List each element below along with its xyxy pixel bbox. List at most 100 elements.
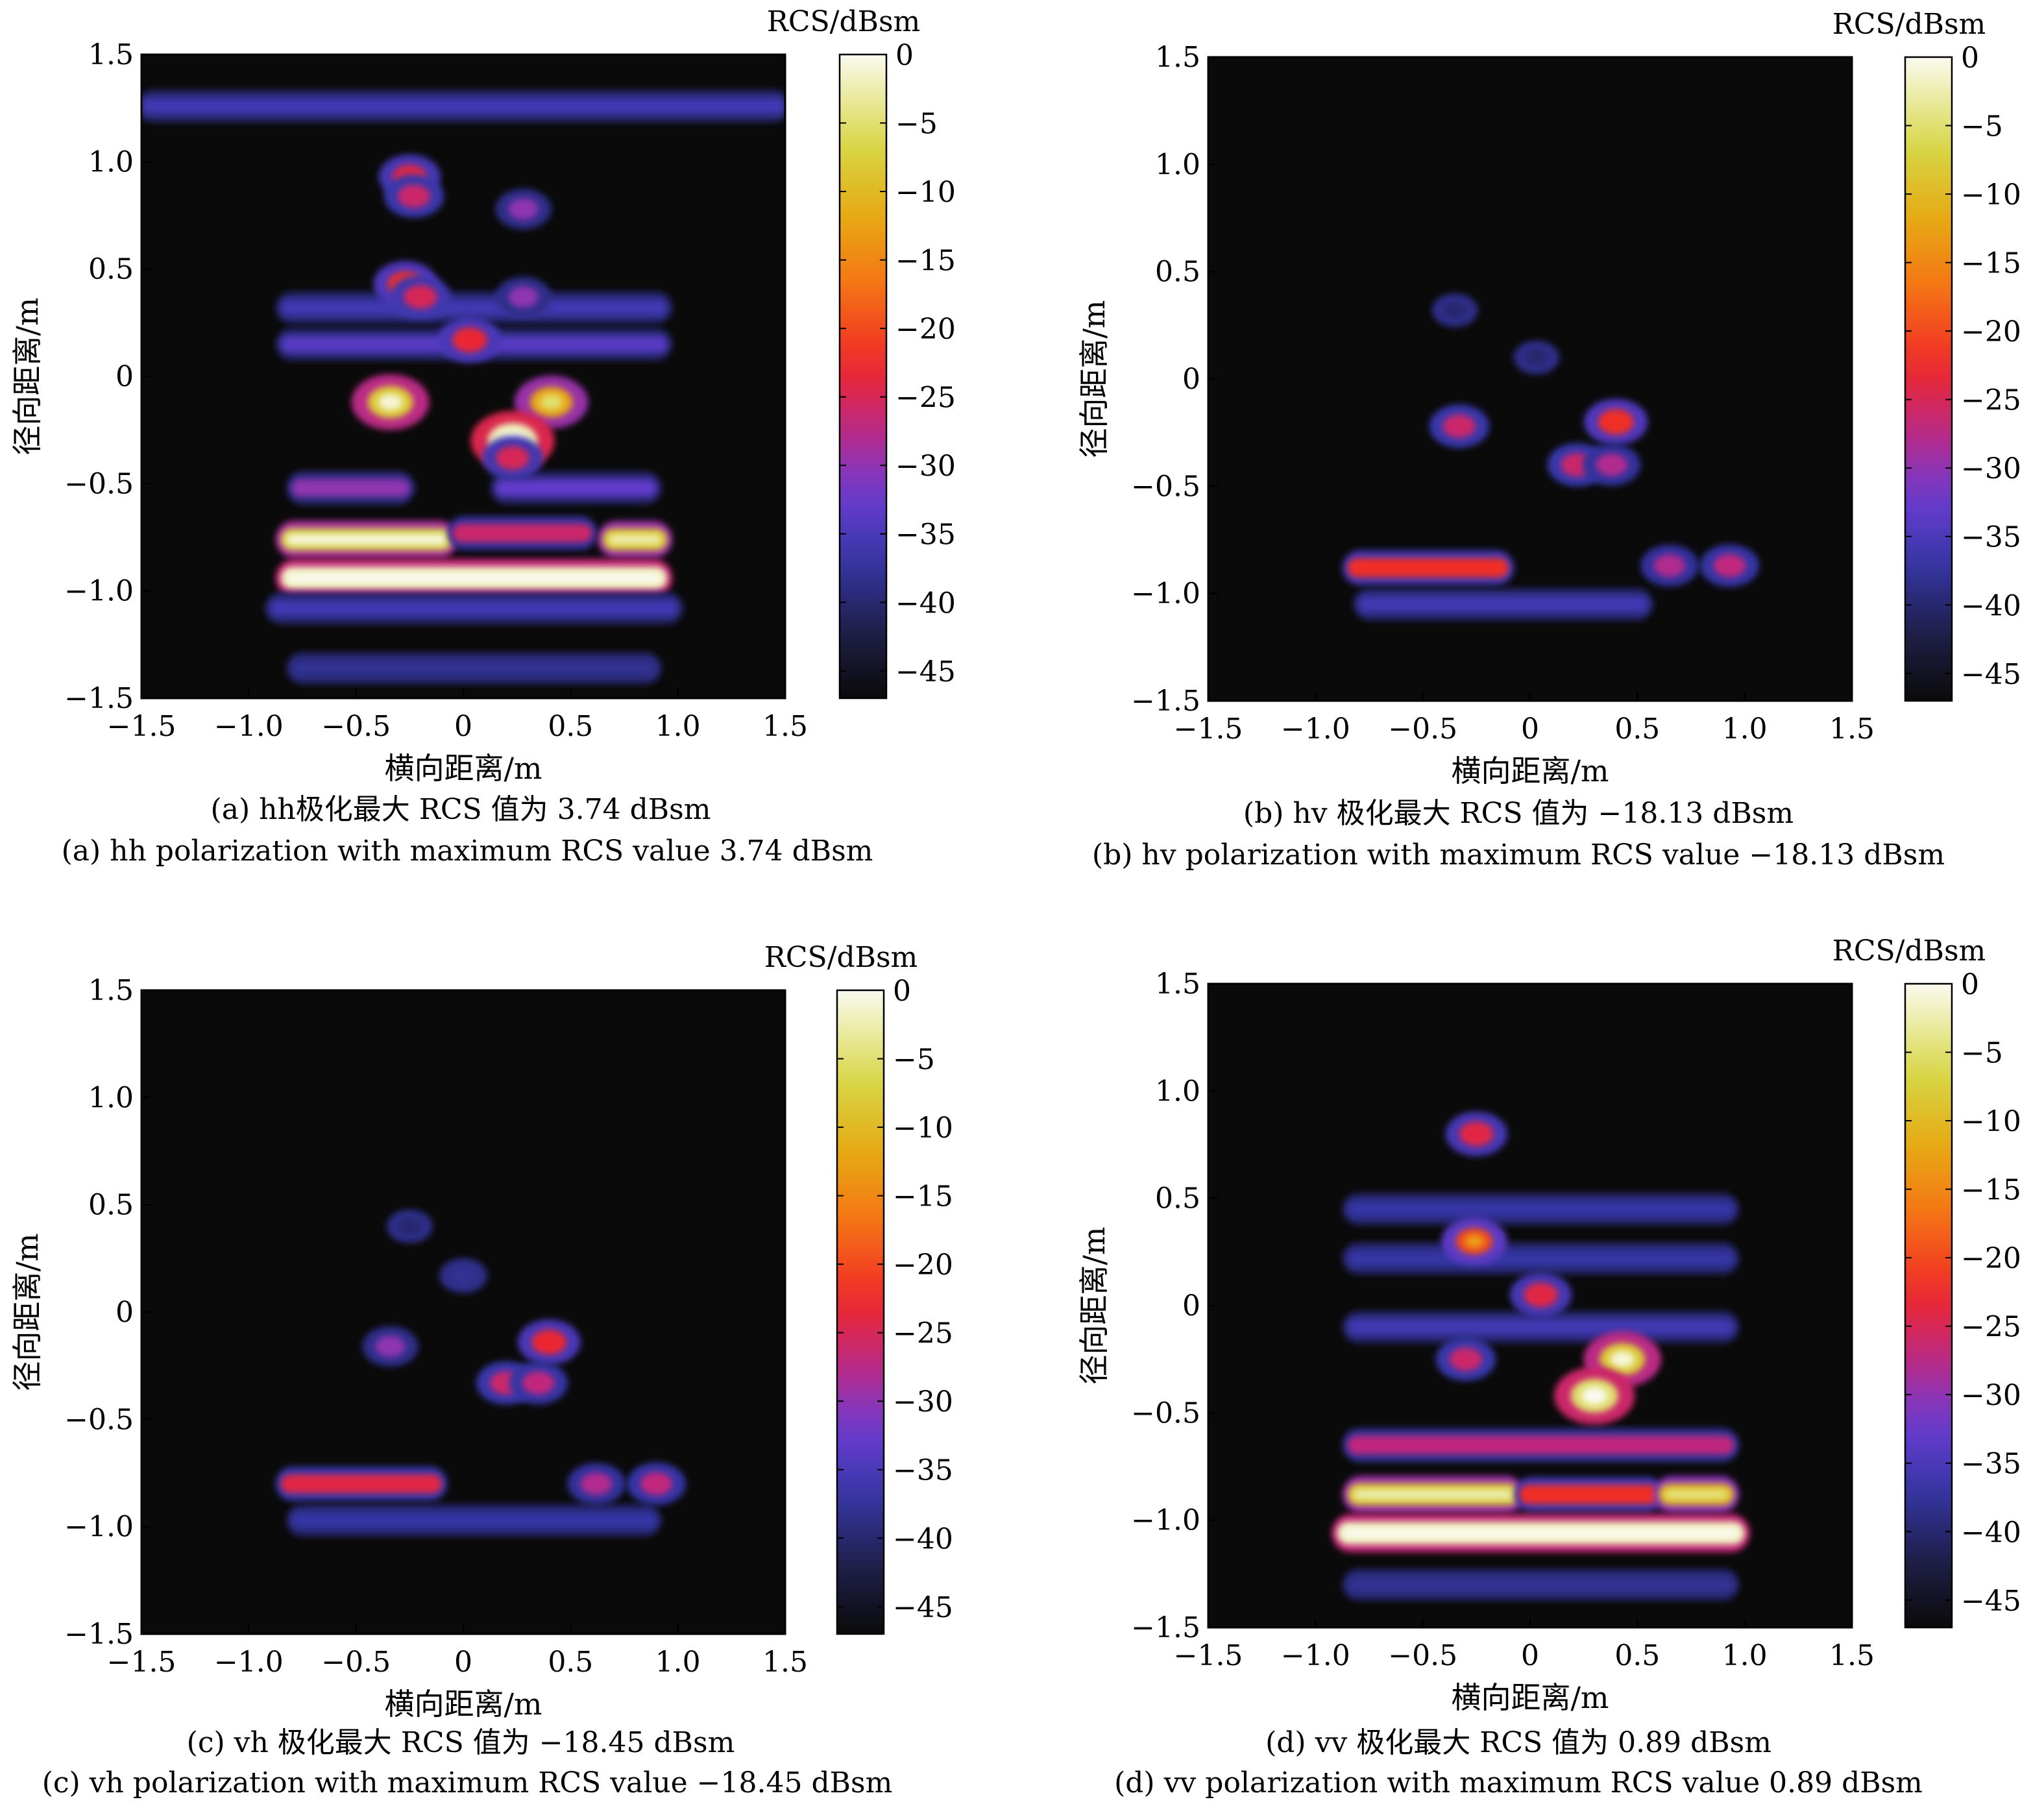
heatmap-marks bbox=[275, 1209, 686, 1537]
y-axis-label: 径向距离/m bbox=[1077, 1226, 1112, 1384]
panel-d: −1.5 −1.0 −0.5 0 0.5 1.0 1.5 1.5 1.0 0.5 0 −0.5 −1.0… bbox=[1077, 934, 2021, 1799]
x-axis-label: 横向距离/m bbox=[384, 1687, 542, 1722]
scatterer-mark bbox=[1713, 554, 1746, 578]
scatterer-highlight bbox=[378, 394, 403, 411]
y-tick-label: −1.5 bbox=[64, 1618, 134, 1651]
colorbar bbox=[838, 53, 888, 700]
colorbar bbox=[1904, 982, 1953, 1629]
caption-en: (d) vv polarization with maximum RCS val… bbox=[1114, 1766, 1923, 1799]
colorbar-tick-label: −40 bbox=[1961, 1516, 2021, 1549]
band-mark bbox=[1347, 1319, 1734, 1335]
scatterer-mark bbox=[1598, 409, 1634, 435]
scatterer-mark bbox=[508, 286, 539, 308]
band-highlight bbox=[609, 535, 661, 544]
band-mark bbox=[1347, 1435, 1734, 1454]
x-tick-label: −1.0 bbox=[1281, 1639, 1350, 1672]
x-tick-label: 1.5 bbox=[1829, 713, 1875, 746]
caption-en: (b) hv polarization with maximum RCS val… bbox=[1092, 838, 1945, 872]
colorbar-tick-label: −20 bbox=[1961, 1242, 2021, 1275]
band-mark bbox=[280, 1474, 442, 1493]
band-highlight bbox=[287, 573, 661, 583]
band-mark bbox=[1358, 596, 1648, 613]
scatterer-highlight bbox=[1610, 1351, 1635, 1368]
x-tick-label: −0.5 bbox=[321, 710, 391, 743]
band-mark bbox=[270, 600, 678, 616]
band-mark bbox=[452, 524, 592, 542]
caption-cn: (d) vv 极化最大 RCS 值为 0.89 dBsm bbox=[1265, 1726, 1771, 1759]
colorbar-tick-label: −20 bbox=[893, 1249, 953, 1282]
y-tick-label: −0.5 bbox=[1131, 1396, 1200, 1430]
x-tick-label: 0 bbox=[1521, 1639, 1539, 1672]
panel-c: −1.5 −1.0 −0.5 0 0.5 1.0 1.5 1.5 1.0 0.5 0 −0.5 −1.0… bbox=[10, 941, 953, 1799]
scatterer-mark bbox=[640, 1472, 673, 1496]
colorbar-tick-label: −35 bbox=[893, 1454, 953, 1487]
x-tick-label: 0.5 bbox=[1614, 713, 1660, 746]
band-mark bbox=[495, 479, 657, 497]
colorbar-tick-label: −5 bbox=[893, 1043, 935, 1077]
x-tick-label: −1.0 bbox=[214, 1646, 284, 1679]
caption-en: (c) vh polarization with maximum RCS val… bbox=[42, 1766, 893, 1799]
caption-cn: (c) vh 极化最大 RCS 值为 −18.45 dBsm bbox=[187, 1726, 735, 1759]
colorbar-tick-label: −25 bbox=[1961, 1311, 2021, 1344]
band-mark bbox=[1347, 558, 1509, 578]
colorbar-tick-label: −25 bbox=[1961, 384, 2021, 417]
scatterer-mark bbox=[451, 1267, 476, 1285]
colorbar-tick-label: −10 bbox=[1961, 1105, 2021, 1138]
scatterer-mark bbox=[1443, 302, 1467, 319]
x-tick-label: 0.5 bbox=[1614, 1639, 1660, 1672]
colorbar-tick-label: −5 bbox=[1961, 110, 2003, 143]
scatterer-mark bbox=[531, 1330, 567, 1355]
y-tick-label: 1.0 bbox=[88, 145, 134, 178]
heatmap-marks bbox=[1342, 293, 1759, 620]
band-mark bbox=[141, 97, 785, 114]
x-tick-label: 1.0 bbox=[1722, 713, 1768, 746]
scatterer-mark bbox=[398, 1218, 422, 1235]
colorbar-tick-label: −45 bbox=[1961, 658, 2021, 691]
y-tick-label: 1.5 bbox=[88, 38, 134, 71]
y-tick-label: 0 bbox=[116, 360, 134, 393]
y-axis-label: 径向距离/m bbox=[10, 1233, 45, 1391]
colorbar-tick-label: −30 bbox=[1961, 1379, 2021, 1412]
colorbar-tick-label: −40 bbox=[895, 587, 956, 620]
colorbar-tick-label: −5 bbox=[895, 108, 938, 141]
y-axis-label: 径向距离/m bbox=[10, 297, 45, 455]
colorbar-tick-label: 0 bbox=[895, 39, 914, 72]
colorbar-tick-label: −5 bbox=[1961, 1037, 2003, 1070]
colorbar-tick-label: −20 bbox=[1961, 315, 2021, 348]
x-axis-label: 横向距离/m bbox=[384, 751, 542, 786]
scatterer-highlight bbox=[1581, 1387, 1607, 1404]
y-tick-label: 1.5 bbox=[1155, 41, 1200, 74]
y-tick-label: 1.0 bbox=[1155, 1075, 1200, 1108]
x-tick-label: 1.5 bbox=[762, 710, 808, 743]
y-tick-label: 1.0 bbox=[1155, 148, 1200, 181]
colorbar-tick-label: −45 bbox=[893, 1591, 953, 1624]
scatterer-mark bbox=[404, 285, 437, 310]
heatmap-marks bbox=[141, 90, 785, 685]
colorbar-tick-label: −45 bbox=[1961, 1585, 2021, 1618]
colorbar-tick-label: −30 bbox=[1961, 452, 2021, 485]
colorbar-tick-label: −10 bbox=[1961, 178, 2021, 212]
colorbar-tick-label: −15 bbox=[1961, 247, 2021, 280]
colorbar-tick-label: −30 bbox=[893, 1385, 953, 1419]
colorbar bbox=[1904, 56, 1953, 702]
y-tick-label: −1.0 bbox=[64, 575, 134, 608]
band-highlight bbox=[1665, 1490, 1728, 1499]
x-tick-label: −1.0 bbox=[1281, 713, 1350, 746]
y-tick-label: −1.0 bbox=[1131, 578, 1200, 611]
band-mark bbox=[1347, 1576, 1734, 1593]
scatterer-highlight bbox=[540, 394, 563, 410]
band-highlight bbox=[1354, 1490, 1513, 1499]
colorbar-tick-label: −20 bbox=[895, 313, 956, 346]
heatmap-marks bbox=[1332, 1112, 1750, 1601]
x-axis-label: 横向距离/m bbox=[1451, 1680, 1609, 1715]
x-tick-label: 0 bbox=[454, 1646, 472, 1679]
y-tick-label: 0 bbox=[1182, 363, 1200, 396]
scatterer-mark bbox=[397, 184, 431, 208]
y-tick-label: −0.5 bbox=[64, 1403, 134, 1436]
colorbar-tick-label: 0 bbox=[1961, 42, 1979, 75]
band-mark bbox=[1519, 1485, 1659, 1504]
colorbar-tick-label: −15 bbox=[895, 245, 956, 278]
x-tick-label: −1.0 bbox=[214, 710, 284, 743]
x-tick-label: 0 bbox=[454, 710, 472, 743]
x-tick-label: −0.5 bbox=[1388, 713, 1457, 746]
